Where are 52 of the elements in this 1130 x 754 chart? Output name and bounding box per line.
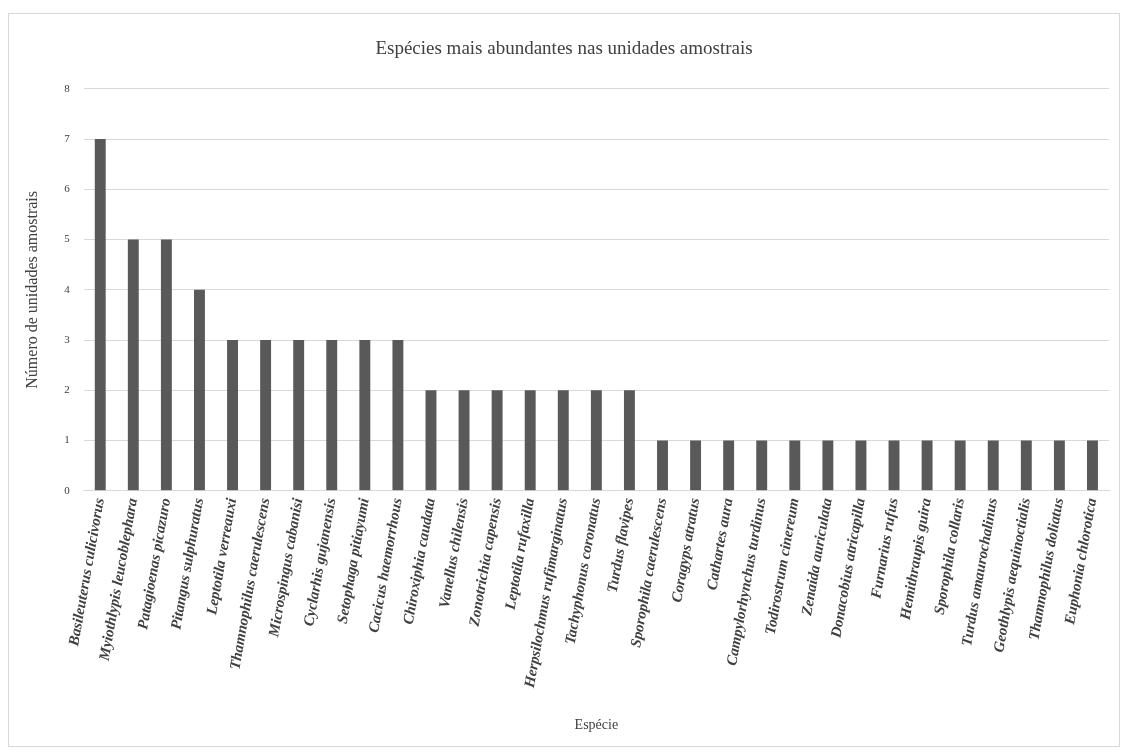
x-tick-label: Leptotila verreauxi (202, 496, 240, 617)
x-tick-label: Furnarius rufus (867, 496, 901, 601)
bar (987, 440, 999, 491)
y-tick-label: 4 (64, 282, 71, 295)
bar (160, 239, 172, 491)
bar (822, 440, 834, 491)
bar (293, 340, 305, 491)
bar (94, 139, 106, 491)
y-tick-label: 2 (64, 383, 70, 396)
bar (657, 440, 668, 491)
bar (557, 390, 569, 491)
chart-title: Espécies mais abundantes nas unidades amostrais (375, 37, 753, 59)
bar (458, 390, 470, 491)
y-tick-label: 0 (64, 483, 71, 496)
y-tick-label: 5 (64, 232, 71, 245)
x-tick-label: Zenaida auriculata (798, 496, 835, 618)
bar (789, 440, 801, 491)
bar (194, 289, 205, 491)
bar (623, 390, 635, 491)
bar (127, 239, 139, 491)
bar (359, 340, 371, 491)
bar (1087, 440, 1098, 491)
bar (1053, 440, 1065, 491)
bar (723, 440, 735, 491)
bar (392, 340, 404, 491)
y-tick-label: 8 (64, 81, 71, 94)
bar (954, 440, 966, 491)
bar (756, 440, 768, 491)
y-tick-label: 6 (64, 182, 71, 195)
bar (1020, 440, 1032, 491)
bar (590, 390, 602, 491)
bar (260, 340, 272, 491)
y-tick-label: 3 (64, 332, 71, 345)
bar (227, 340, 238, 491)
y-tick-label: 1 (64, 433, 70, 446)
x-tick-label: Vanellus chilensis (435, 496, 471, 610)
x-tick-label: Cathartes aura (703, 496, 736, 592)
bar (690, 440, 702, 491)
bar (524, 390, 536, 491)
bar (425, 390, 437, 491)
bar (888, 440, 900, 491)
x-tick-label: Turdus flavipes (603, 496, 637, 594)
bar (855, 440, 867, 491)
x-axis-title: Espécie (574, 717, 619, 733)
bar (326, 340, 338, 491)
bar (491, 390, 503, 491)
x-tick-label: Coragyps atratus (668, 496, 703, 604)
y-tick-label: 7 (64, 131, 71, 144)
bar (921, 440, 933, 491)
x-tick-label: Sporophila collaris (930, 496, 967, 616)
x-tick-label: Leptotila rufaxilla (501, 496, 538, 612)
y-axis-title: Número de unidades amostrais (22, 190, 40, 389)
